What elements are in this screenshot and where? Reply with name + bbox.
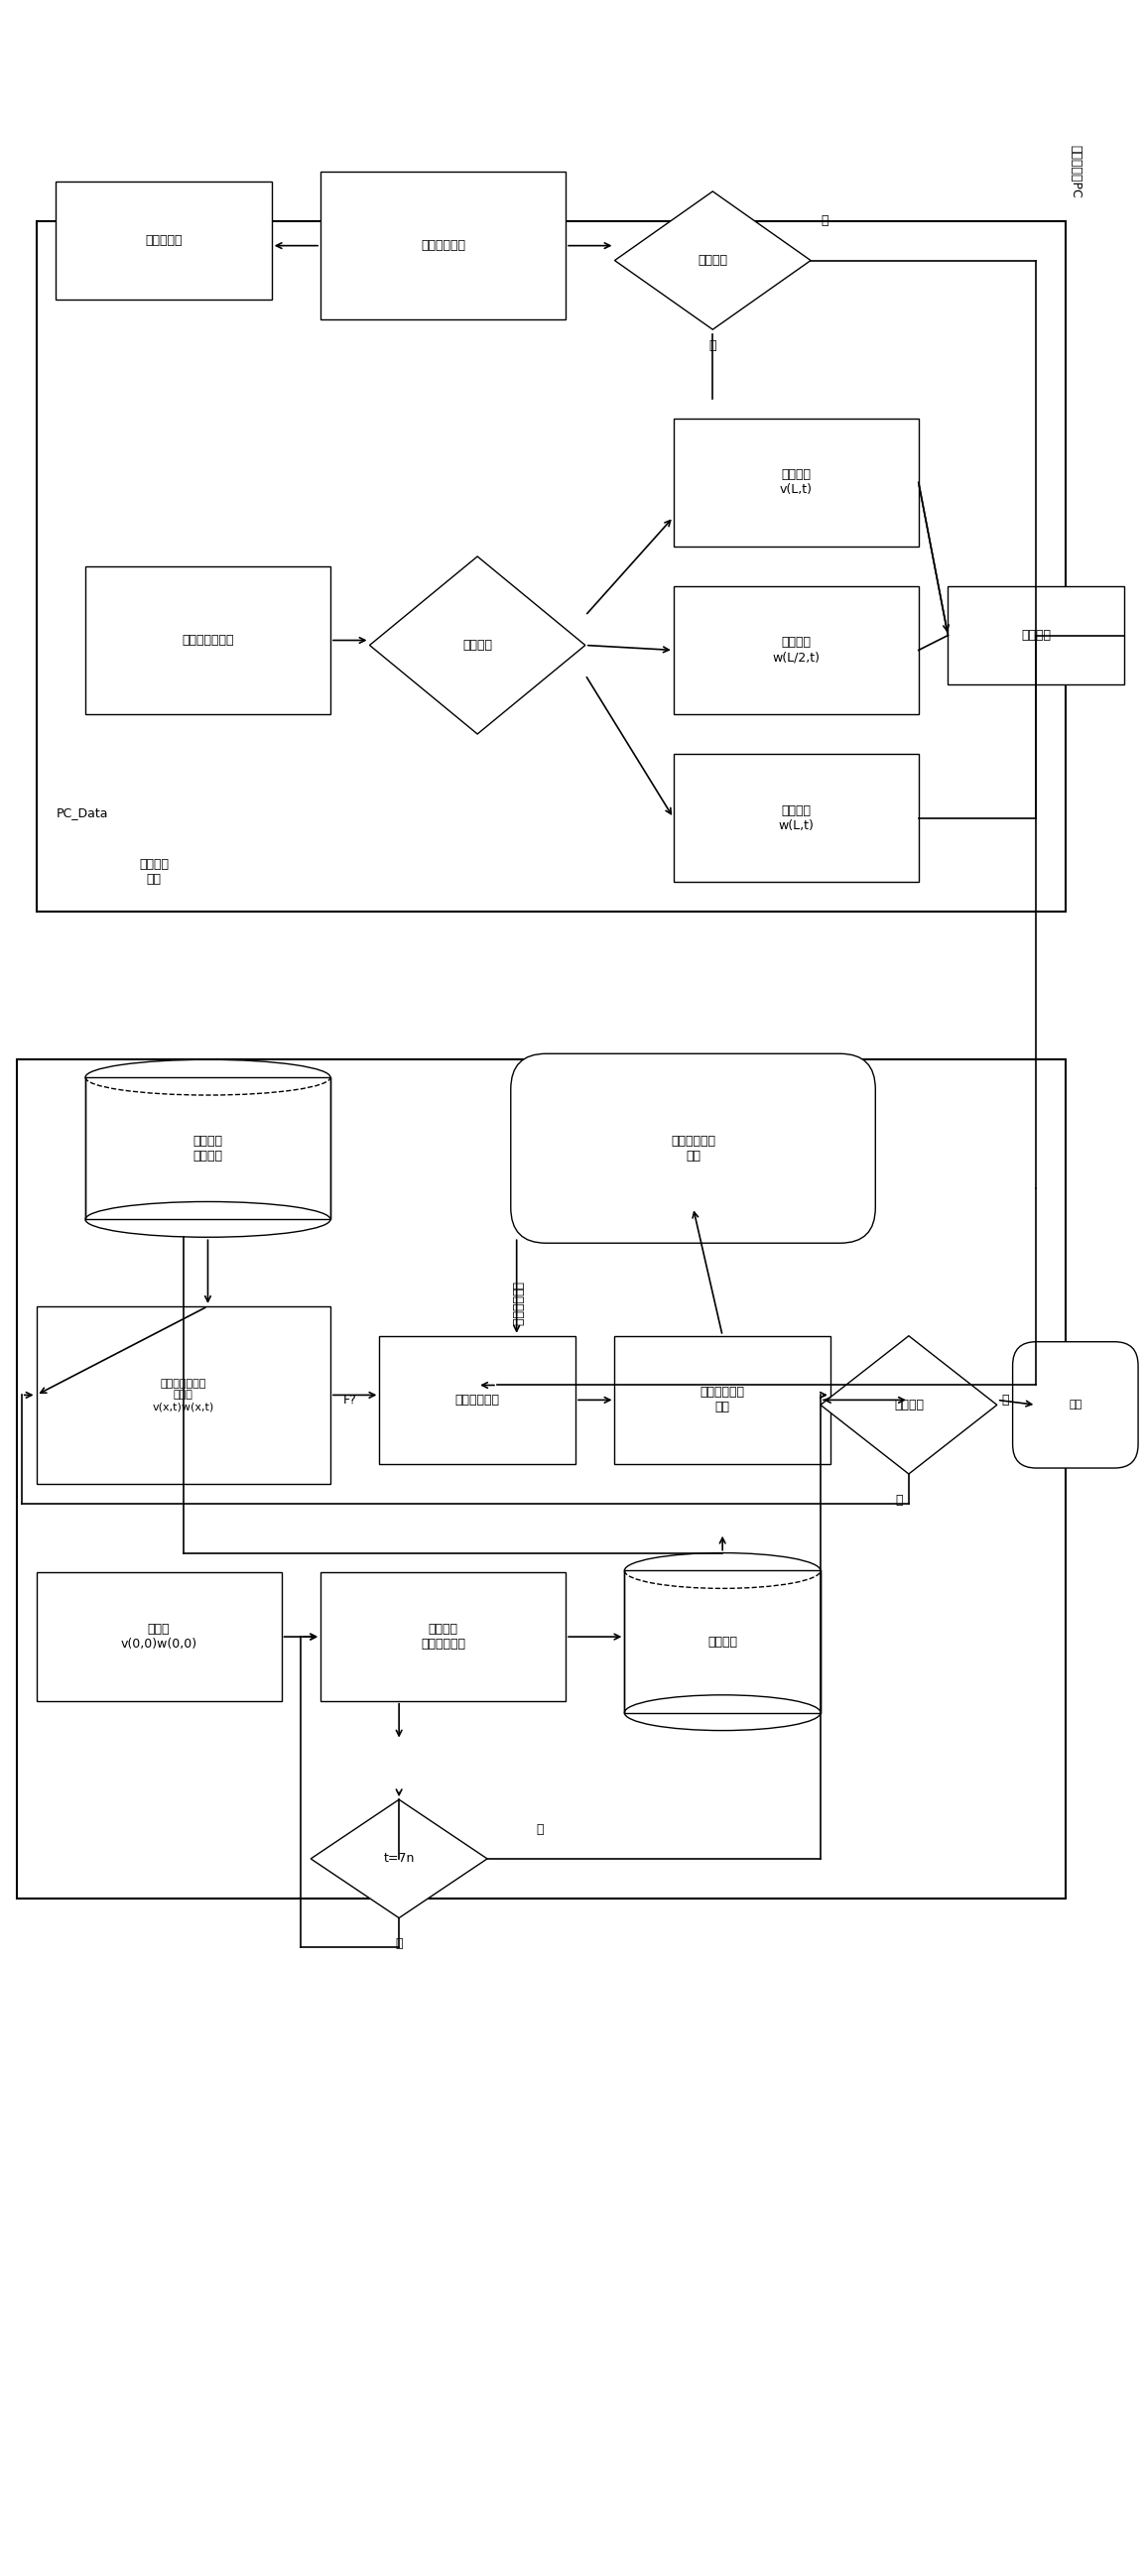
FancyBboxPatch shape [85, 1077, 330, 1218]
FancyBboxPatch shape [321, 173, 566, 319]
Text: 是: 是 [1002, 1394, 1010, 1406]
Text: 时间终点: 时间终点 [894, 1399, 924, 1412]
Text: 是: 是 [709, 340, 716, 353]
FancyBboxPatch shape [321, 1571, 566, 1700]
Text: 速度等计算: 速度等计算 [146, 234, 182, 247]
FancyBboxPatch shape [674, 755, 919, 881]
Text: 否: 否 [395, 1937, 402, 1950]
Text: 数据发送
串口: 数据发送 串口 [139, 858, 168, 886]
Text: 初始化
v(0,0)w(0,0): 初始化 v(0,0)w(0,0) [120, 1623, 197, 1651]
Text: 控制信号判定: 控制信号判定 [455, 1394, 500, 1406]
FancyBboxPatch shape [56, 180, 272, 299]
Polygon shape [370, 556, 586, 734]
Polygon shape [311, 1801, 487, 1919]
FancyBboxPatch shape [37, 1571, 282, 1700]
Text: F?: F? [343, 1394, 356, 1406]
FancyBboxPatch shape [379, 1337, 575, 1463]
Text: 控制算法选择: 控制算法选择 [421, 240, 465, 252]
Text: 否: 否 [821, 214, 827, 227]
FancyBboxPatch shape [674, 417, 919, 546]
FancyBboxPatch shape [511, 1054, 876, 1244]
Polygon shape [821, 1337, 997, 1473]
Text: 横向数据
w(L/2,t): 横向数据 w(L/2,t) [772, 636, 819, 665]
Text: 标识符识别分类: 标识符识别分类 [182, 634, 234, 647]
Text: 控制信号输入: 控制信号输入 [510, 1280, 523, 1327]
Text: 纵向数据
v(L,t): 纵向数据 v(L,t) [779, 469, 813, 497]
Text: 立管数据模拟
显示: 立管数据模拟 显示 [670, 1133, 715, 1162]
FancyBboxPatch shape [625, 1571, 821, 1713]
Text: 湍流干扰
离散网格运算: 湍流干扰 离散网格运算 [421, 1623, 465, 1651]
Text: 立管模型差分递
代计算
v(x,t)w(x,t): 立管模型差分递 代计算 v(x,t)w(x,t) [152, 1378, 214, 1412]
FancyBboxPatch shape [674, 585, 919, 714]
FancyBboxPatch shape [37, 1306, 330, 1484]
Text: 控制发送: 控制发送 [698, 255, 728, 268]
Text: 信号发送到PC: 信号发送到PC [1069, 144, 1082, 198]
Text: 否: 否 [895, 1494, 903, 1507]
Text: 立管模型
数据存储: 立管模型 数据存储 [193, 1133, 222, 1162]
Text: 是: 是 [536, 1824, 543, 1837]
Text: 横向数据
w(L,t): 横向数据 w(L,t) [778, 804, 814, 832]
Polygon shape [614, 191, 810, 330]
Text: 选择控制方法
执行: 选择控制方法 执行 [700, 1386, 745, 1414]
FancyBboxPatch shape [614, 1337, 831, 1463]
FancyBboxPatch shape [85, 567, 330, 714]
Text: 结束: 结束 [1069, 1399, 1082, 1409]
FancyBboxPatch shape [1013, 1342, 1138, 1468]
Text: PC_Data: PC_Data [56, 806, 108, 819]
Text: t=7n: t=7n [384, 1852, 415, 1865]
FancyBboxPatch shape [948, 585, 1124, 685]
Text: 数据正误: 数据正误 [463, 639, 493, 652]
Text: 数据显示: 数据显示 [1021, 629, 1051, 641]
Text: 数据存储: 数据存储 [707, 1636, 737, 1649]
